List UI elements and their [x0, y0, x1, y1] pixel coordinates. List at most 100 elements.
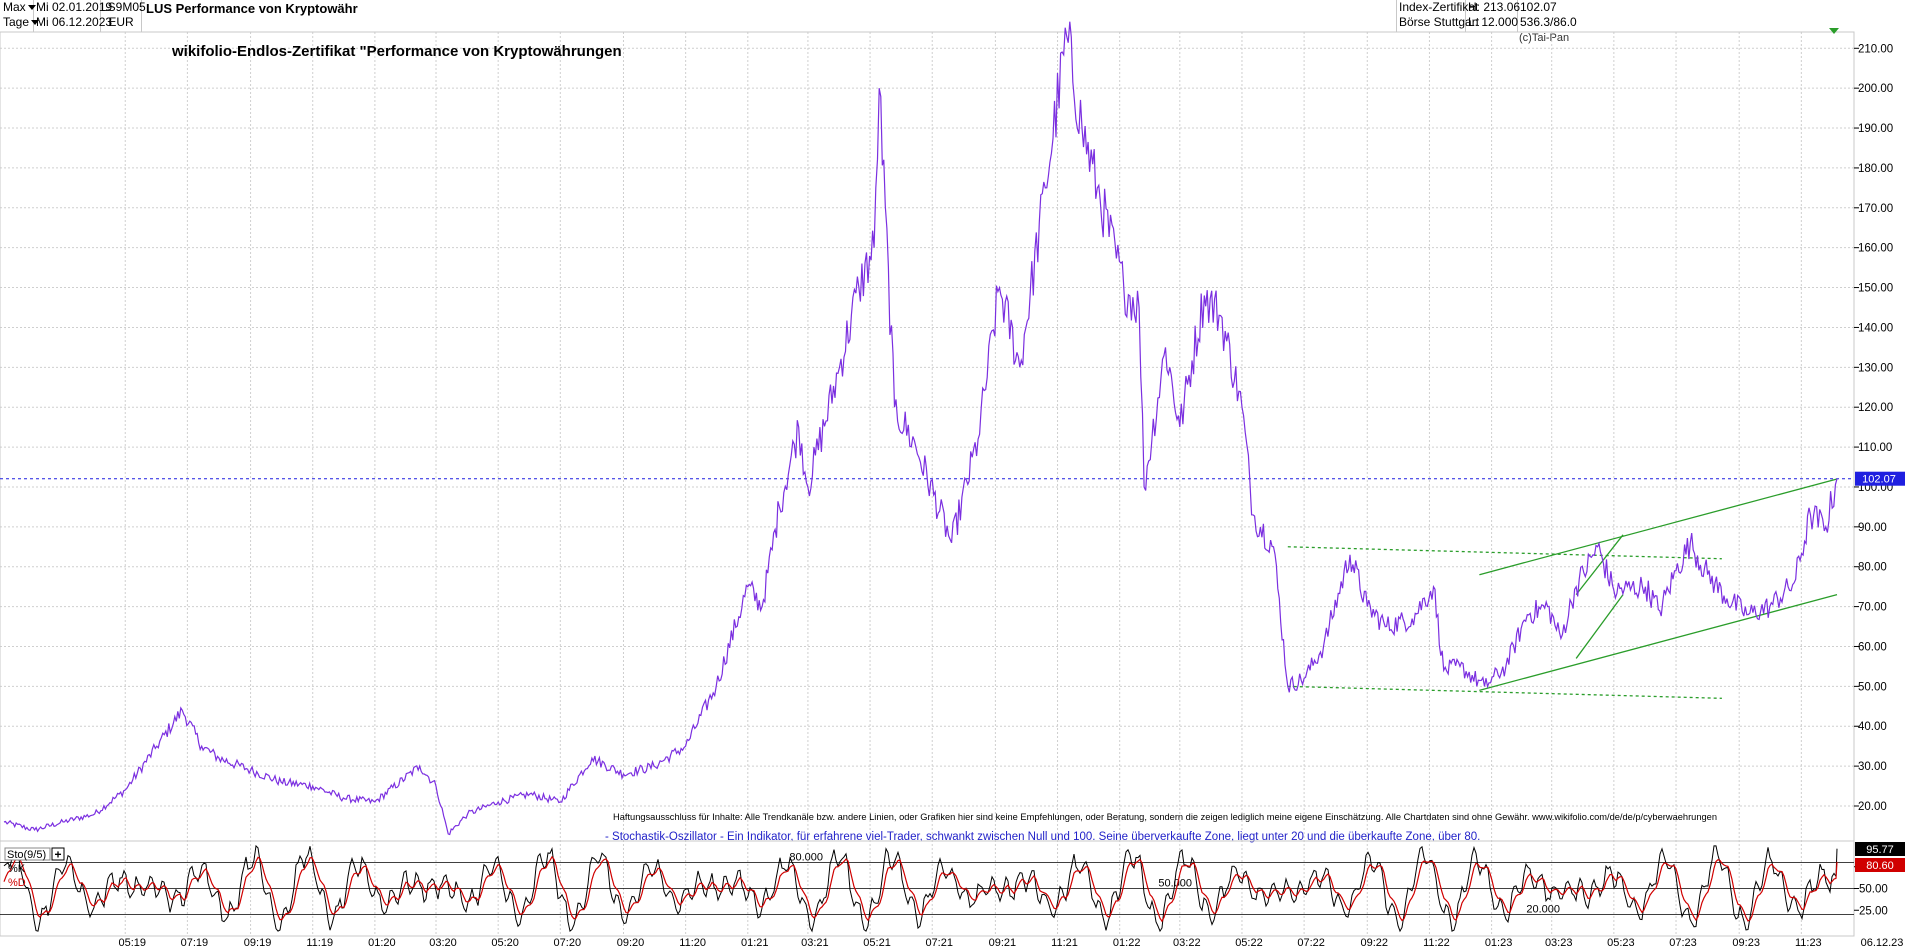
instrument-info: Index-Zertifikat Börse Stuttgart: [1396, 0, 1480, 32]
trendline: [1479, 594, 1838, 691]
oscillator-title: Sto(9/5): [7, 849, 46, 861]
start-date: Mi 02.01.2019: [36, 0, 113, 14]
k-value-box: [1855, 842, 1905, 856]
x-tick-label: 05:23: [1607, 937, 1635, 948]
green-marker-icon: [1829, 28, 1839, 34]
y-tick-label: 120.00: [1858, 402, 1893, 414]
stoch-k-line: [3, 844, 1838, 933]
price-series-line: [3, 21, 1838, 836]
x-tick-label: 07:22: [1297, 937, 1325, 948]
y-tick-label: 160.00: [1858, 243, 1893, 255]
y-tick-label: 80.00: [1858, 562, 1887, 574]
copyright-label: (c)Tai-Pan: [1519, 32, 1570, 44]
x-tick-label: 09:22: [1361, 937, 1389, 948]
symbol-code: LS9M05: [101, 0, 146, 14]
current-value-box: [1855, 471, 1905, 486]
exchange: Börse Stuttgart: [1399, 15, 1480, 29]
plus-icon: +: [54, 848, 61, 862]
y-tick-label: 70.00: [1858, 602, 1887, 614]
x-tick-label: 07:23: [1669, 937, 1697, 948]
y-tick-label: 170.00: [1858, 203, 1893, 215]
currency: EUR: [108, 15, 134, 29]
chevron-down-icon: [27, 5, 36, 11]
y-tick-label: 50.00: [1858, 681, 1887, 693]
x-tick-label: 03:20: [429, 937, 457, 948]
price-panel-border: [0, 31, 1855, 842]
x-tick-label: 05:20: [491, 937, 519, 948]
y-tick-label: 20.00: [1858, 801, 1887, 813]
y-tick-label: 30.00: [1858, 761, 1887, 773]
x-tick-label: 01:23: [1485, 937, 1513, 948]
y-tick-label: 210.00: [1858, 43, 1893, 55]
oscillator-label-box[interactable]: [4, 847, 51, 861]
period-dropdown[interactable]: Tage: [3, 15, 40, 30]
x-tick-label: 09:21: [989, 937, 1017, 948]
x-tick-label: 03:23: [1545, 937, 1573, 948]
price-axis: 20.00 30.00 40.00 50.00 60.00 70.00 80.00 90.00…: [1854, 43, 1893, 813]
instrument-title: LUS Performance von Kryptowähr: [146, 1, 358, 16]
y-tick-label: 90.00: [1858, 522, 1887, 534]
trendline: [1287, 546, 1722, 560]
x-tick-label: 05:22: [1235, 937, 1263, 948]
current-value-label: 102.07: [1862, 474, 1896, 486]
ratio: 536.3/86.0: [1520, 15, 1577, 29]
stoch-d-line: [3, 855, 1838, 923]
x-tick-label: 09:20: [617, 937, 645, 948]
range-value: Max: [3, 0, 26, 14]
oscillator-note: - Stochastik-Oszillator - Ein Indikator,…: [605, 831, 1480, 843]
x-tick-label: 11:20: [679, 937, 706, 948]
range-dropdown[interactable]: Max: [3, 0, 36, 15]
time-grid: [124, 32, 1802, 936]
x-tick-label: 07:19: [181, 937, 209, 948]
instrument-type: Index-Zertifikat: [1399, 0, 1479, 14]
x-tick-label: 11:22: [1423, 937, 1450, 948]
y-tick-label: 60.00: [1858, 641, 1887, 653]
x-tick-label: 11:23: [1795, 937, 1822, 948]
trendline: [1575, 594, 1624, 659]
d-value-box: [1855, 858, 1905, 872]
y-tick-label: 140.00: [1858, 322, 1893, 334]
high-low: H: 213.06 L: 12.000: [1466, 0, 1521, 32]
x-tick-label: 06.12.23: [1861, 937, 1904, 948]
y-tick-label: 180.00: [1858, 163, 1893, 175]
y-tick-label: 150.00: [1858, 283, 1893, 295]
date-range: Mi 02.01.2019 Mi 06.12.2023: [34, 0, 113, 32]
price-grid: [0, 47, 1854, 807]
x-tick-label: 07:20: [554, 937, 582, 948]
x-tick-label: 05:19: [118, 937, 146, 948]
d-value-label: 80.60: [1866, 860, 1894, 872]
y-tick-label: 110.00: [1858, 442, 1892, 454]
x-tick-label: 09:19: [244, 937, 272, 948]
trendline: [1287, 685, 1722, 699]
level-label: 80.000: [789, 851, 823, 863]
period-value: Tage: [3, 15, 30, 29]
k-value-label: 95.77: [1866, 844, 1894, 856]
range-header: Max Tage: [0, 0, 40, 32]
chevron-down-icon: [31, 20, 40, 26]
legend-d: %D: [8, 877, 26, 889]
y-tick-label: 40.00: [1858, 721, 1887, 733]
low-value: L: 12.000: [1468, 15, 1519, 29]
x-tick-label: 01:22: [1113, 937, 1141, 948]
x-tick-label: 09:23: [1732, 937, 1760, 948]
x-tick-label: 07:21: [925, 937, 953, 948]
time-axis: 05:19 07:19 09:19 11:19 01:20 03:20 05:20 07:20…: [118, 937, 1903, 948]
x-tick-label: 03:22: [1173, 937, 1201, 948]
x-tick-label: 11:21: [1051, 937, 1078, 948]
x-tick-label: 11:19: [306, 937, 333, 948]
disclaimer-text: Haftungsausschluss für Inhalte: Alle Tre…: [613, 812, 1717, 822]
expand-button[interactable]: [51, 847, 65, 861]
y-tick-label: 200.00: [1858, 83, 1893, 95]
legend-k: %K: [8, 863, 26, 875]
level-label: 20.000: [1526, 904, 1560, 916]
high-value: H: 213.06: [1468, 0, 1521, 14]
last-info: 102.07 536.3/86.0: [1520, 0, 1577, 30]
x-tick-label: 01:20: [368, 937, 396, 948]
trendline: [1575, 534, 1624, 596]
y-tick-label: 190.00: [1858, 123, 1893, 135]
x-tick-label: 01:21: [741, 937, 769, 948]
end-date: Mi 06.12.2023: [36, 15, 113, 29]
trendline: [1479, 478, 1838, 576]
